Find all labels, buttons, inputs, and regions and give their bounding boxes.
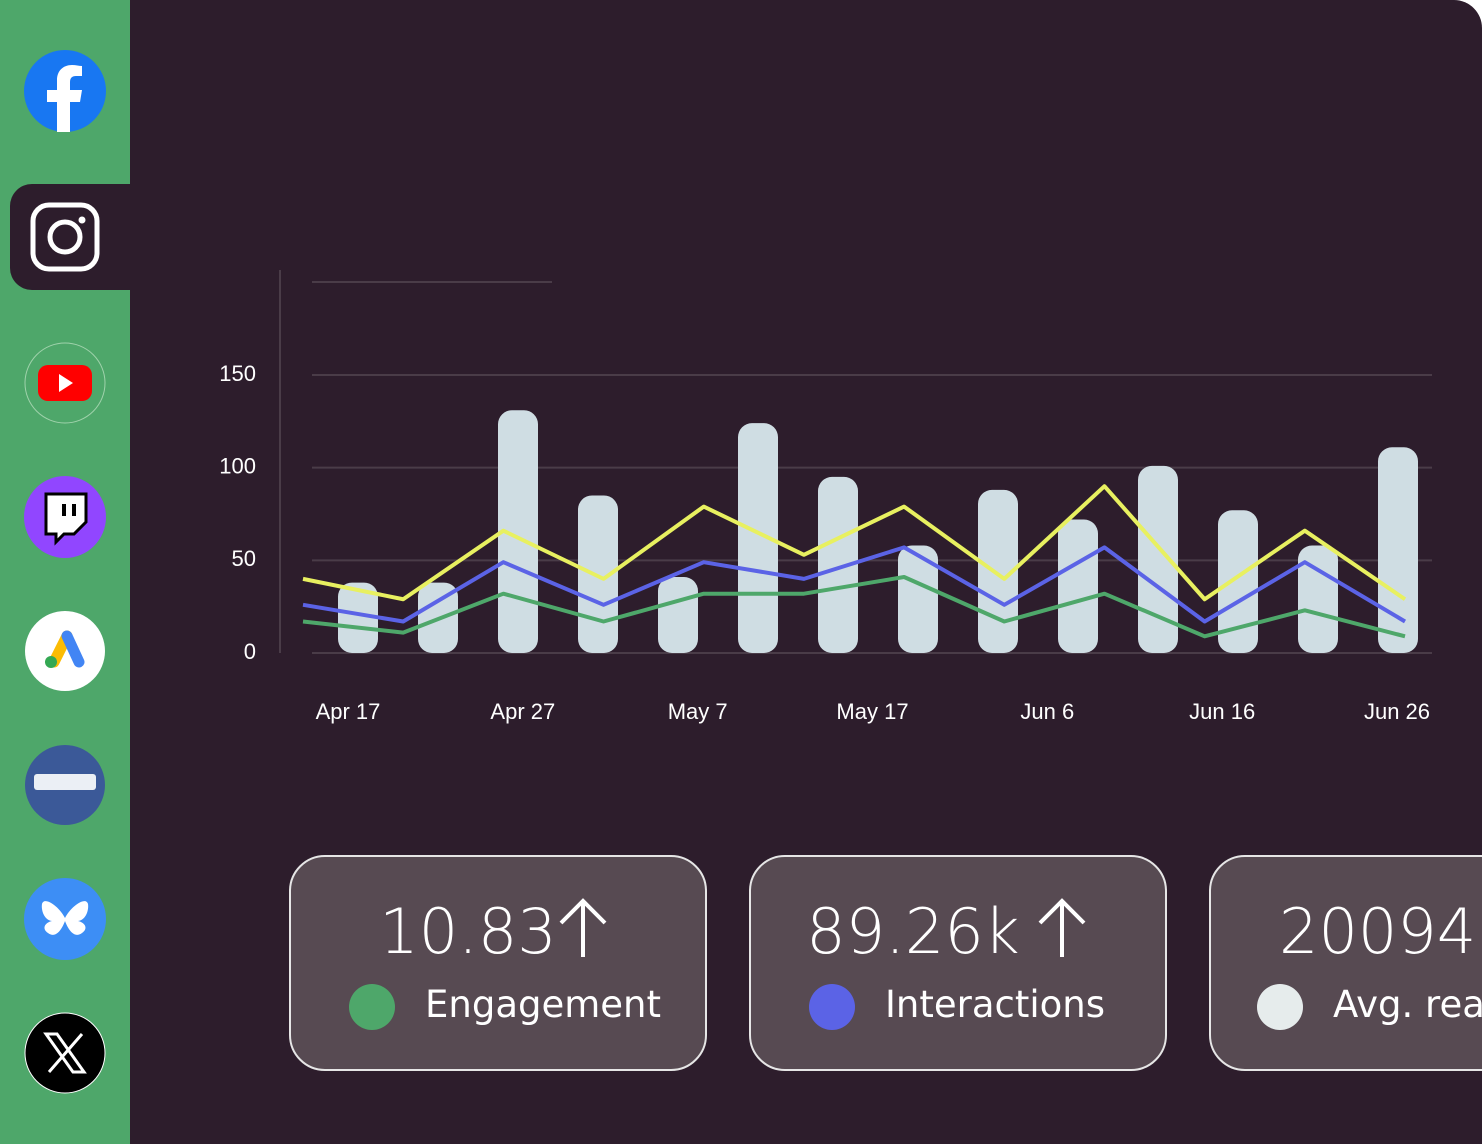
bar — [1378, 447, 1418, 653]
bar — [1138, 465, 1178, 653]
bar — [818, 476, 858, 653]
legend-dot — [349, 984, 395, 1030]
x-icon[interactable] — [24, 1012, 106, 1094]
line — [302, 575, 1406, 639]
kpi-value: 89.26k — [806, 895, 1020, 968]
x-tick-label: Jun 6 — [1020, 699, 1074, 724]
bar — [658, 577, 698, 653]
instagram-icon[interactable] — [24, 196, 106, 278]
kpi-label: Engagement — [425, 983, 662, 1026]
legend-dot — [809, 984, 855, 1030]
bar — [1298, 545, 1338, 653]
bar — [898, 545, 938, 653]
twitch-icon[interactable] — [24, 476, 106, 558]
y-tick-label: 100 — [219, 453, 256, 478]
kpi-value: 10.83 — [379, 895, 557, 968]
y-tick-label: 50 — [232, 546, 256, 571]
bar — [498, 410, 538, 653]
kpi-value: 20094 — [1279, 895, 1477, 968]
google-ads-icon[interactable] — [24, 610, 106, 692]
y-tick-label: 0 — [244, 639, 256, 664]
up-arrow — [559, 898, 607, 957]
bar — [338, 582, 378, 653]
bar — [1058, 519, 1098, 653]
kpi-label: Interactions — [885, 983, 1106, 1026]
kpi-card[interactable]: 10.83 Engagement — [289, 855, 707, 1071]
kpi-card[interactable]: 89.26k Interactions — [749, 855, 1167, 1071]
line — [302, 484, 1407, 602]
x-tick-label: Apr 27 — [490, 699, 555, 724]
x-tick-label: Jun 16 — [1189, 699, 1255, 724]
active-tab[interactable] — [10, 184, 130, 290]
line — [302, 545, 1407, 624]
kpi-label: Avg. reach — [1333, 983, 1482, 1026]
x-tick-label: Jun 26 — [1364, 699, 1430, 724]
facebook-ads-icon[interactable] — [24, 744, 106, 826]
x-tick-label: Apr 17 — [316, 699, 381, 724]
legend-dot — [1257, 984, 1303, 1030]
bluesky-icon[interactable] — [24, 878, 106, 960]
sidebar — [0, 0, 130, 1144]
youtube-icon[interactable] — [24, 342, 106, 424]
x-tick-label: May 17 — [836, 699, 908, 724]
kpi-card[interactable]: 20094 Avg. reach — [1209, 855, 1482, 1071]
x-tick-label: May 7 — [668, 699, 728, 724]
bar — [1218, 510, 1258, 653]
y-tick-label: 150 — [219, 361, 256, 386]
chart: 0 50 100 150 Apr 17 Apr 27 May 7 May 17 Jun 6 Jun… — [219, 270, 1432, 724]
facebook-icon[interactable] — [24, 50, 106, 132]
up-arrow — [1038, 898, 1086, 957]
